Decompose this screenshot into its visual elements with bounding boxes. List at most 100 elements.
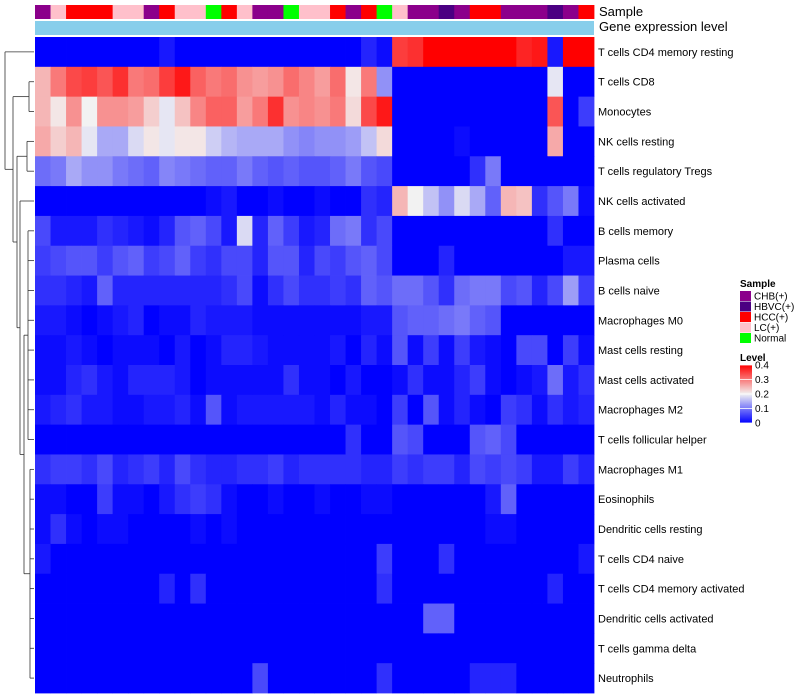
heatmap-cell — [205, 335, 222, 366]
heatmap-cell — [252, 394, 269, 426]
heatmap-cell — [500, 663, 517, 694]
heatmap-cell — [469, 514, 486, 545]
heatmap-cell — [66, 543, 82, 575]
heatmap-cell — [485, 484, 502, 515]
heatmap-cell — [454, 543, 471, 575]
heatmap-cell — [221, 424, 238, 455]
heatmap-cell — [314, 186, 331, 217]
heatmap-cell — [438, 335, 455, 366]
heatmap-cell — [438, 215, 455, 247]
sample-annotation-cell — [454, 5, 471, 19]
heatmap-cell — [469, 454, 486, 485]
heatmap-cell — [190, 603, 207, 634]
heatmap-cell — [485, 96, 502, 127]
heatmap-cell — [500, 454, 517, 485]
heatmap-cell — [252, 543, 269, 575]
heatmap-cell — [438, 365, 455, 396]
heatmap-cell — [314, 424, 331, 455]
heatmap-cell — [236, 663, 253, 694]
heatmap-cell — [128, 275, 145, 306]
heatmap-cell — [562, 37, 579, 68]
heatmap-cell — [469, 156, 486, 187]
heatmap-cell — [81, 37, 98, 68]
heatmap-cell — [128, 66, 145, 98]
heatmap-cell — [81, 543, 98, 575]
heatmap-cell — [66, 424, 82, 455]
heatmap-cell — [252, 573, 269, 604]
heatmap-cell — [190, 305, 207, 336]
heatmap-cell — [221, 275, 238, 306]
heatmap-cell — [143, 484, 160, 515]
heatmap-cell — [236, 394, 253, 426]
heatmap-cell — [562, 335, 579, 366]
heatmap-cell — [236, 484, 253, 515]
row-label: Neutrophils — [598, 673, 654, 685]
heatmap-cell — [66, 96, 82, 127]
heatmap-cell — [252, 37, 269, 68]
heatmap-cell — [454, 394, 471, 426]
heatmap-cell — [562, 156, 579, 187]
heatmap-cell — [50, 275, 67, 306]
heatmap-cell — [298, 543, 315, 575]
heatmap-cell — [81, 603, 98, 634]
heatmap-cell — [112, 424, 129, 455]
heatmap-cell — [66, 573, 82, 604]
heatmap-cell — [469, 394, 486, 426]
heatmap-cell — [205, 275, 222, 306]
sample-annotation-cell — [143, 5, 160, 19]
heatmap-cell — [298, 126, 315, 157]
heatmap-cell — [97, 245, 114, 276]
heatmap-cell — [35, 37, 51, 68]
heatmap-cell — [267, 37, 284, 68]
heatmap-cell — [35, 514, 51, 545]
heatmap-cell — [531, 484, 548, 515]
heatmap-cell — [469, 484, 486, 515]
heatmap-cell — [438, 454, 455, 485]
heatmap-cell — [190, 275, 207, 306]
heatmap-cell — [516, 603, 533, 634]
heatmap-cell — [562, 245, 579, 276]
heatmap-cell — [128, 186, 145, 217]
heatmap-cell — [438, 275, 455, 306]
heatmap-cell — [221, 454, 238, 485]
heatmap-cell — [50, 514, 67, 545]
heatmap-cell — [66, 186, 82, 217]
heatmap-cell — [500, 633, 517, 664]
heatmap-cell — [81, 275, 98, 306]
level-legend-ticks: 0.4 0.3 0.2 0.1 0 — [740, 361, 769, 430]
heatmap-cell — [361, 305, 378, 336]
heatmap-cell — [345, 37, 362, 68]
heatmap-cell — [469, 215, 486, 247]
heatmap-cell — [159, 66, 176, 98]
heatmap-cell — [35, 484, 51, 515]
heatmap-cell — [516, 156, 533, 187]
heatmap-cell — [159, 156, 176, 187]
heatmap-cell — [143, 245, 160, 276]
heatmap-cell — [516, 186, 533, 217]
heatmap-cell — [174, 215, 191, 247]
sample-annotation-cell — [485, 5, 502, 19]
heatmap-cell — [236, 275, 253, 306]
heatmap-cell — [500, 37, 517, 68]
heatmap-cell — [314, 543, 331, 575]
heatmap-cell — [547, 484, 564, 515]
heatmap-cell — [469, 573, 486, 604]
heatmap-cell — [407, 454, 424, 485]
heatmap-cell — [205, 186, 222, 217]
heatmap-cell — [35, 335, 51, 366]
sample-annotation-cell — [112, 5, 129, 19]
heatmap-cell — [267, 126, 284, 157]
sample-legend-label: CHB(+) — [754, 292, 788, 303]
row-label: T cells regulatory Tregs — [598, 166, 713, 178]
row-label: T cells gamma delta — [598, 643, 697, 655]
heatmap-cell — [143, 424, 160, 455]
heatmap-cell — [438, 484, 455, 515]
heatmap-cell — [221, 633, 238, 664]
heatmap-cell — [97, 365, 114, 396]
sample-annotation-cell — [298, 5, 315, 19]
heatmap-cell — [376, 275, 393, 306]
row-label: T cells CD4 naive — [598, 554, 684, 566]
heatmap-cell — [578, 514, 595, 545]
heatmap-cell — [423, 275, 440, 306]
heatmap-cell — [392, 394, 409, 426]
